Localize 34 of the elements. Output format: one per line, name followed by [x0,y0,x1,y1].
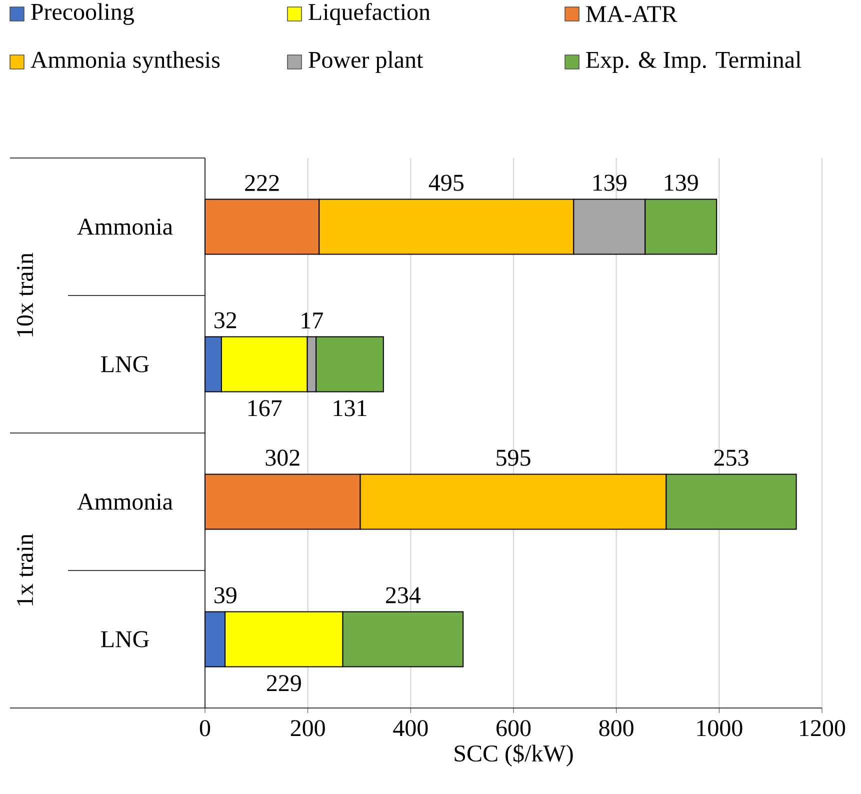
legend-label: Exp. & Imp. Terminal [586,51,802,73]
x-axis-title: SCC ($/kW) [454,744,573,766]
y-tick-label: Ammonia [77,218,173,235]
data-label: 167 [248,400,282,416]
text: 10x train [16,252,34,336]
x-tick-label: 600 [496,720,531,736]
x-tick-label: 200 [290,720,325,736]
data-label: 234 [386,587,421,604]
data-label: 17 [302,312,323,328]
data-label: 222 [245,174,279,191]
legend-label: Liquefaction [308,2,430,26]
data-label: 229 [266,675,301,692]
legend-label: Precooling [31,3,134,25]
x-tick-label: 0 [200,720,210,736]
x-tick-label: 1000 [697,720,742,736]
x-tick-label: 400 [393,720,428,736]
data-label: 131 [334,400,366,416]
legend-label: Power plant [308,51,424,73]
x-tick-label: 1200 [800,720,846,736]
y-tick-label: Ammonia [77,494,173,510]
data-label: 139 [664,174,698,191]
y-tick-label: LNG [101,356,149,372]
data-label: 39 [214,587,236,604]
legend-label: MA-ATR [586,6,678,22]
data-label: 32 [214,312,236,328]
y-tick-label: LNG [101,631,149,648]
data-label: 595 [496,450,530,466]
data-label: 302 [266,450,300,466]
data-label: 253 [714,450,748,466]
x-tick-label: 800 [599,720,634,736]
text: 1x train [16,534,34,606]
data-label: 139 [594,174,626,191]
legend-label: Ammonia synthesis [30,51,220,73]
data-label: 495 [428,174,464,191]
